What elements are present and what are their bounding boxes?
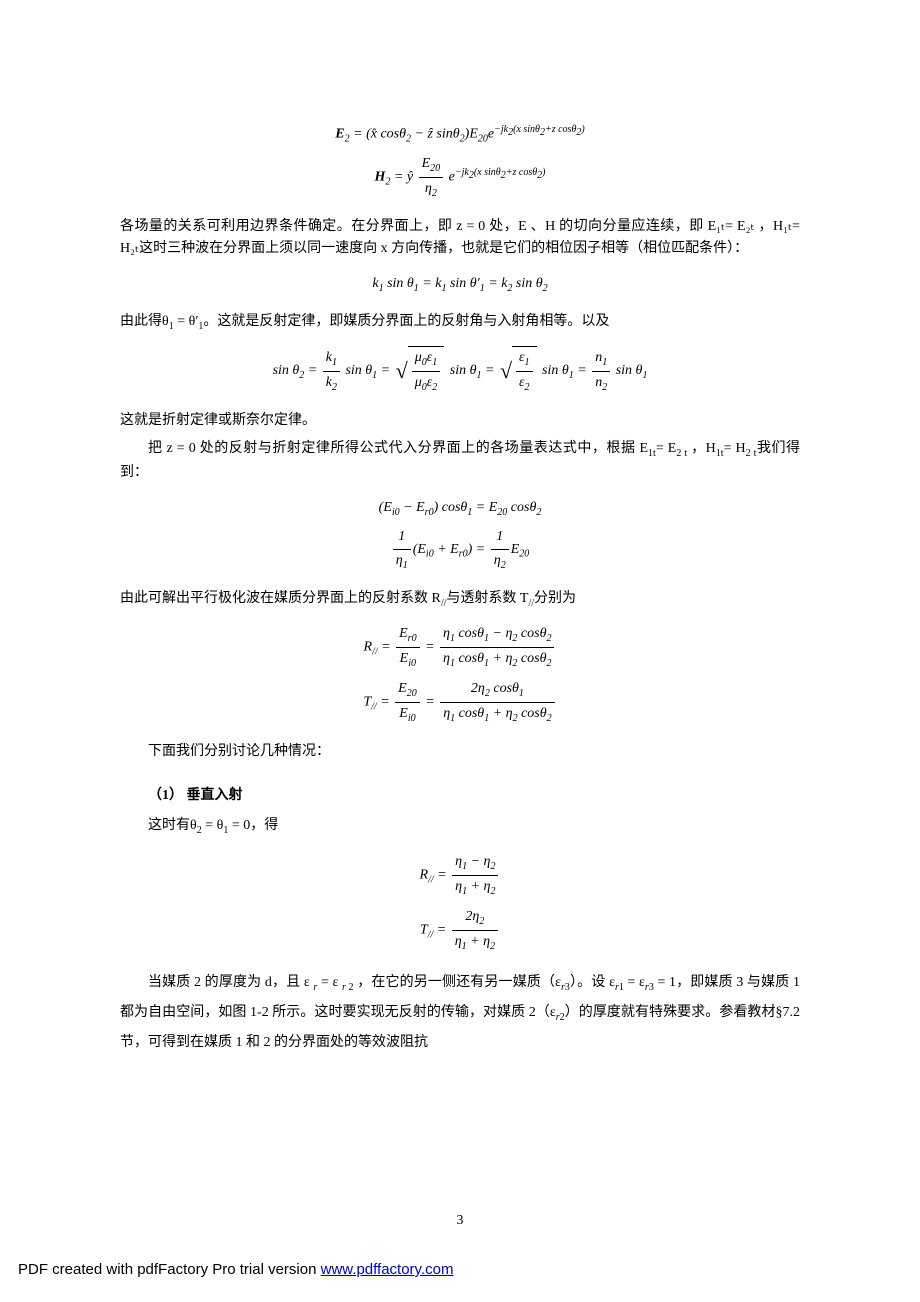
equation-e2-h2: E2 = (x̂ cosθ2 − ẑ sinθ2)E20e−jk2(x sinθ… <box>120 122 800 202</box>
page-number: 3 <box>0 1210 920 1232</box>
document-page: E2 = (x̂ cosθ2 − ẑ sinθ2)E20e−jk2(x sinθ… <box>0 0 920 1302</box>
equation-phase-match: k1 sin θ1 = k1 sin θ′1 = k2 sin θ2 <box>120 273 800 297</box>
equation-normal-incidence: R// = η1 − η2η1 + η2 T// = 2η2η1 + η2 <box>120 851 800 954</box>
footer-text: PDF created with pdfFactory Pro trial ve… <box>18 1261 321 1278</box>
paragraph-boundary-conditions: 各场量的关系可利用边界条件确定。在分界面上，即 z = 0 处，E 、H 的切向… <box>120 216 800 261</box>
paragraph-substitute: 把 z = 0 处的反射与折射定律所得公式代入分界面上的各场量表达式中，根据 E… <box>120 438 800 484</box>
paragraph-medium2-thickness: 当媒质 2 的厚度为 d，且 ε r = ε r 2 ，在它的另一侧还有另一媒质… <box>120 968 800 1057</box>
paragraph-discuss-cases: 下面我们分别讨论几种情况： <box>120 741 800 763</box>
pdf-footer: PDF created with pdfFactory Pro trial ve… <box>18 1258 453 1282</box>
pdffactory-link[interactable]: www.pdffactory.com <box>321 1261 454 1278</box>
paragraph-normal-incidence-intro: 这时有θ2 = θ1 = 0，得 <box>120 815 800 839</box>
paragraph-snell-law: 这就是折射定律或斯奈尔定律。 <box>120 410 800 432</box>
paragraph-solve-rt: 由此可解出平行极化波在媒质分界面上的反射系数 R//与透射系数 T//分别为 <box>120 588 800 612</box>
equation-reflection-transmission: R// = Er0Ei0 = η1 cosθ1 − η2 cosθ2η1 cos… <box>120 623 800 726</box>
paragraph-reflection-law: 由此得θ1 = θ′1。这就是反射定律，即媒质分界面上的反射角与入射角相等。以及 <box>120 311 800 335</box>
equation-snell: sin θ2 = k1k2 sin θ1 = √μ0ε1μ0ε2 sin θ1 … <box>120 346 800 396</box>
equation-boundary-system: (Ei0 − Er0) cosθ1 = E20 cosθ2 1η1(Ei0 + … <box>120 497 800 574</box>
section-heading-normal-incidence: （1） 垂直入射 <box>120 785 800 807</box>
